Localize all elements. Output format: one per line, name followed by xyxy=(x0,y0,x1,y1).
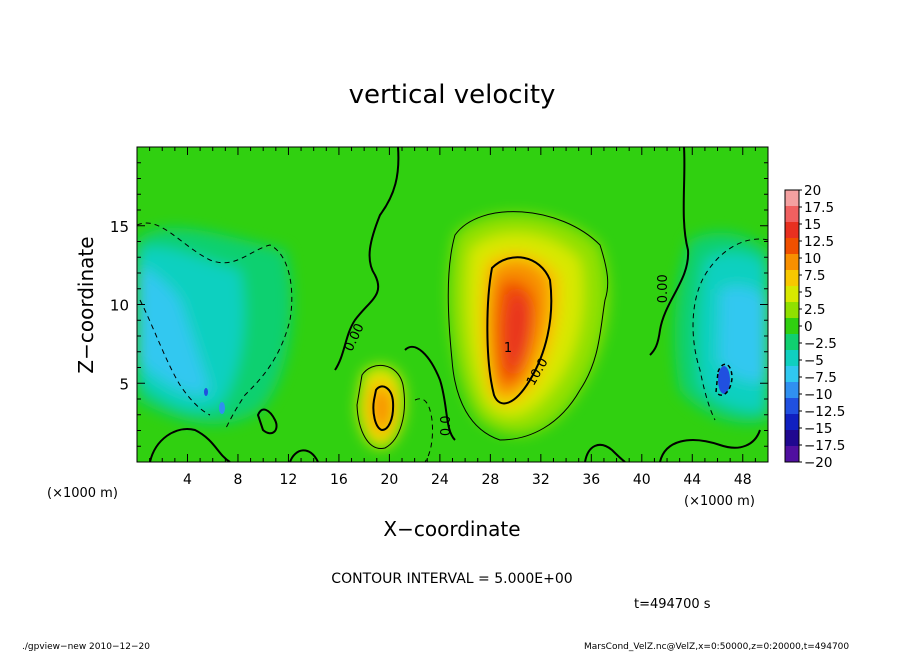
contour-zero-4 xyxy=(149,428,231,462)
x-unit-label-left: (×1000 m) xyxy=(47,486,118,501)
updraft-small-core xyxy=(372,389,392,430)
colorbar-label: 12.5 xyxy=(804,234,834,250)
x-tick-label: 40 xyxy=(633,472,651,488)
colorbar-label: −12.5 xyxy=(804,404,845,420)
contour-neg-left xyxy=(137,222,293,431)
colorbar-label: 20 xyxy=(804,183,821,199)
x-tick-label: 16 xyxy=(330,472,348,488)
contour-interval-label: CONTOUR INTERVAL = 5.000E+00 xyxy=(331,571,572,587)
contour-neg-mid xyxy=(414,398,433,462)
colorbar-swatch xyxy=(785,366,799,383)
x-tick-label: 44 xyxy=(683,472,701,488)
colorbar-swatch xyxy=(785,254,799,271)
contour-5-small xyxy=(356,364,405,449)
x-tick-label: 28 xyxy=(481,472,499,488)
colorbar-label: 15 xyxy=(804,217,821,233)
colorbar-swatch xyxy=(785,238,799,255)
x-tick-label: 12 xyxy=(280,472,298,488)
x-tick-label: 32 xyxy=(532,472,550,488)
x-tick-label: 36 xyxy=(582,472,600,488)
colorbar-label: −10 xyxy=(804,387,833,403)
contour-zero-2 xyxy=(649,147,690,356)
contour-5-main xyxy=(447,211,609,441)
contour-neg-right-core xyxy=(715,363,733,396)
contour-10-small xyxy=(372,385,395,432)
colorbar-swatch xyxy=(785,270,799,287)
x-tick-label: 4 xyxy=(183,472,192,488)
time-label: t=494700 s xyxy=(634,597,711,612)
colorbar: 2017.51512.5107.552.50−2.5−5−7.5−10−12.5… xyxy=(784,183,845,471)
colorbar-swatch xyxy=(785,222,799,239)
contour-zero-6 xyxy=(289,449,319,462)
colorbar-swatch xyxy=(785,334,799,351)
colorbar-swatch xyxy=(785,318,799,335)
colorbar-label: −17.5 xyxy=(804,438,845,454)
x-tick-label: 20 xyxy=(380,472,398,488)
downdraft-right-core xyxy=(718,285,768,382)
colorbar-label: 10 xyxy=(804,251,821,267)
colorbar-label: 5 xyxy=(804,285,813,301)
contour-zero-7 xyxy=(659,429,761,462)
y-axis-label: Z−coordinate xyxy=(74,236,98,373)
colorbar-swatch xyxy=(785,206,799,223)
colorbar-label: −20 xyxy=(804,455,833,471)
contour-zero-8 xyxy=(584,443,626,462)
plot-area xyxy=(137,147,768,462)
x-tick-label: 48 xyxy=(734,472,752,488)
downdraft-core-left2 xyxy=(204,388,208,396)
y-tick-label: 5 xyxy=(119,375,129,393)
y-axis: 5 10 15 xyxy=(110,162,768,447)
chart-title: vertical velocity xyxy=(349,80,556,110)
x-tick-label: 24 xyxy=(431,472,449,488)
colorbar-swatch xyxy=(785,190,799,207)
colorbar-swatch xyxy=(785,398,799,415)
y-tick-label: 10 xyxy=(110,297,129,315)
x-unit-label-right: (×1000 m) xyxy=(684,494,755,509)
contour-label: 0.00 xyxy=(656,274,671,303)
contour-zero-1 xyxy=(334,147,400,371)
colorbar-label: 17.5 xyxy=(804,200,834,216)
y-tick-label: 15 xyxy=(110,218,129,236)
contour-label: 1 xyxy=(504,341,512,356)
colorbar-swatch xyxy=(785,350,799,367)
contour-neg-left2 xyxy=(139,299,211,416)
x-axis: 4 8 12 16 20 24 28 32 36 40 44 48 xyxy=(149,147,756,488)
colorbar-label: −5 xyxy=(804,353,824,369)
contour-zero-3 xyxy=(404,345,456,441)
downdraft-left-core xyxy=(137,265,210,394)
contour-label: 0.0 xyxy=(439,415,454,436)
footer-left: ./gpview−new 2010−12−20 xyxy=(22,642,150,652)
colorbar-label: −15 xyxy=(804,421,833,437)
colorbar-label: 0 xyxy=(804,319,813,335)
colorbar-swatch xyxy=(785,414,799,431)
contour-neg-right xyxy=(692,238,768,421)
x-axis-label: X−coordinate xyxy=(383,517,520,541)
downdraft-core-right xyxy=(718,366,730,394)
downdraft-core-left xyxy=(219,402,225,414)
colorbar-swatch xyxy=(785,286,799,303)
x-tick-label: 8 xyxy=(233,472,242,488)
colorbar-label: 2.5 xyxy=(804,302,825,318)
colorbar-swatch xyxy=(785,302,799,319)
colorbar-label: 7.5 xyxy=(804,268,825,284)
colorbar-label: −7.5 xyxy=(804,370,837,386)
colorbar-label: −2.5 xyxy=(804,336,837,352)
updraft-main-15 xyxy=(507,293,528,372)
colorbar-swatch xyxy=(785,430,799,447)
colorbar-swatch xyxy=(785,446,799,463)
contour-zero-5 xyxy=(256,408,278,435)
contour-10-main xyxy=(486,256,553,405)
colorbar-swatch xyxy=(785,382,799,399)
footer-right: MarsCond_VelZ.nc@VelZ,x=0:50000,z=0:2000… xyxy=(584,642,850,652)
